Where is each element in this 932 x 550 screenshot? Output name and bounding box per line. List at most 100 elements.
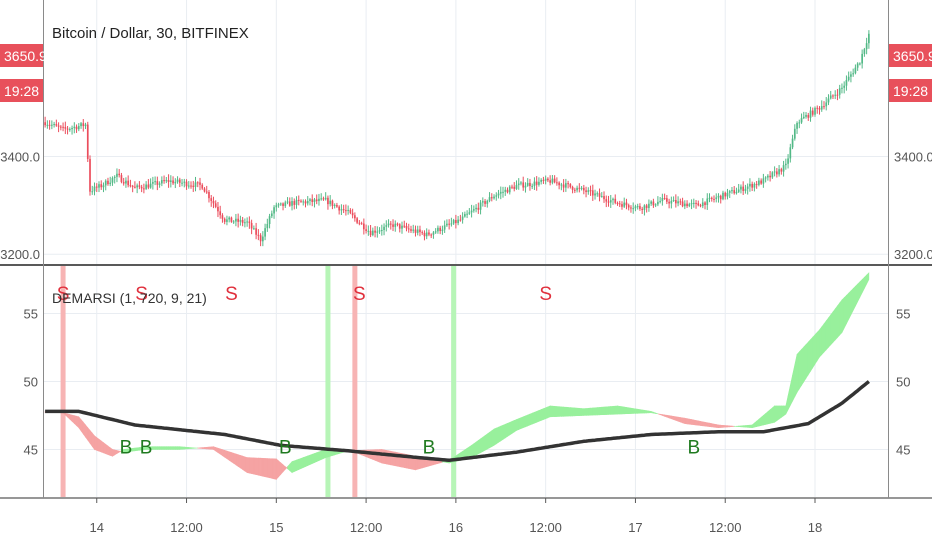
band-segment	[525, 414, 529, 428]
candle-body	[385, 225, 388, 227]
right-price-scale[interactable]: 3200.0 3400.0 45 50 55	[894, 149, 932, 457]
candle-body	[692, 202, 695, 204]
candle-body	[183, 181, 186, 183]
candle-body	[156, 181, 159, 185]
candle-body	[627, 205, 630, 208]
candle-body	[868, 33, 870, 44]
band-segment	[262, 458, 266, 478]
bar-countdown: 19:28	[893, 83, 928, 99]
candle-body	[760, 180, 762, 184]
candle-body	[793, 128, 796, 139]
candle-body	[600, 196, 603, 198]
candle-body	[708, 197, 711, 199]
candle-body	[398, 224, 401, 229]
candle-body	[580, 187, 583, 189]
candle-body	[562, 184, 565, 188]
band-segment	[260, 457, 264, 477]
candle-body	[845, 80, 848, 86]
signal-label-s: S	[353, 284, 366, 305]
band-segment	[594, 407, 598, 416]
band-segment	[509, 420, 513, 436]
candle-body	[208, 192, 210, 199]
band-segment	[612, 405, 616, 415]
candle-body	[728, 191, 731, 193]
candle-body	[356, 218, 358, 223]
candle-body	[719, 195, 722, 200]
band-segment	[617, 405, 621, 415]
band-segment	[608, 406, 612, 415]
band-segment	[671, 415, 674, 420]
band-segment	[727, 425, 731, 428]
candle-body	[407, 228, 410, 230]
band-segment	[729, 425, 733, 428]
price-pane[interactable]	[44, 30, 870, 247]
candle-body	[351, 212, 354, 216]
signal-label-s: S	[539, 284, 552, 305]
band-segment	[105, 443, 109, 455]
band-segment	[233, 452, 237, 466]
candle-body	[832, 95, 834, 97]
band-segment	[175, 446, 178, 450]
candle-body	[338, 206, 341, 211]
candle-body	[547, 178, 549, 181]
candle-body	[764, 177, 767, 179]
candle-body	[120, 175, 123, 182]
time-tick-label: 17	[628, 520, 642, 535]
candle-body	[677, 201, 679, 204]
candle-body	[461, 216, 464, 220]
band-segment	[199, 447, 203, 449]
band-segment	[271, 458, 275, 480]
band-segment	[96, 436, 100, 452]
candle-body	[499, 191, 502, 194]
time-tick-label: 15	[269, 520, 283, 535]
left-price-scale[interactable]: 3200.0 3400.0 45 50 55	[0, 149, 40, 457]
time-tick-label: 12:00	[170, 520, 203, 535]
band-segment	[85, 424, 89, 442]
band-segment	[80, 418, 84, 435]
candle-body	[380, 230, 383, 232]
band-segment	[379, 449, 383, 464]
candle-body	[697, 203, 700, 206]
band-segment	[293, 459, 297, 473]
band-segment	[635, 408, 638, 414]
candle-body	[715, 197, 718, 199]
price-tick-label: 3400.0	[894, 149, 932, 164]
band-segment	[529, 412, 533, 426]
band-segment	[94, 435, 98, 451]
candle-body	[517, 183, 520, 186]
band-segment	[192, 447, 196, 449]
candle-body	[762, 178, 765, 184]
candle-body	[773, 171, 776, 173]
candle-body	[187, 185, 190, 187]
band-segment	[504, 422, 508, 439]
candle-body	[44, 122, 46, 126]
time-scale[interactable]: 14 12:00 15 12:00 16 12:00 17 12:00 18	[90, 498, 823, 535]
band-segment	[549, 405, 553, 418]
band-segment	[482, 434, 486, 452]
band-segment	[585, 407, 589, 416]
band-segment	[610, 405, 614, 415]
candle-body	[288, 201, 291, 206]
band-segment	[801, 346, 805, 387]
signal-highlight-bar	[451, 266, 457, 497]
candle-body	[807, 114, 810, 118]
band-segment	[774, 405, 778, 423]
indicator-pane[interactable]: S S S S SB B B B B	[44, 266, 870, 497]
candle-body	[371, 230, 374, 236]
candle-body	[852, 73, 855, 75]
candle-body	[221, 215, 224, 219]
time-tick-label: 18	[808, 520, 822, 535]
candle-body	[825, 102, 828, 107]
candle-body	[542, 179, 545, 181]
band-segment	[720, 424, 724, 428]
band-segment	[567, 407, 571, 417]
candle-body	[643, 205, 646, 210]
time-tick-label: 16	[449, 520, 463, 535]
candle-body	[145, 184, 147, 189]
band-segment	[738, 425, 742, 428]
candle-body	[210, 198, 213, 201]
candle-body	[713, 198, 715, 200]
candle-body	[228, 217, 231, 220]
candle-body	[457, 219, 459, 224]
